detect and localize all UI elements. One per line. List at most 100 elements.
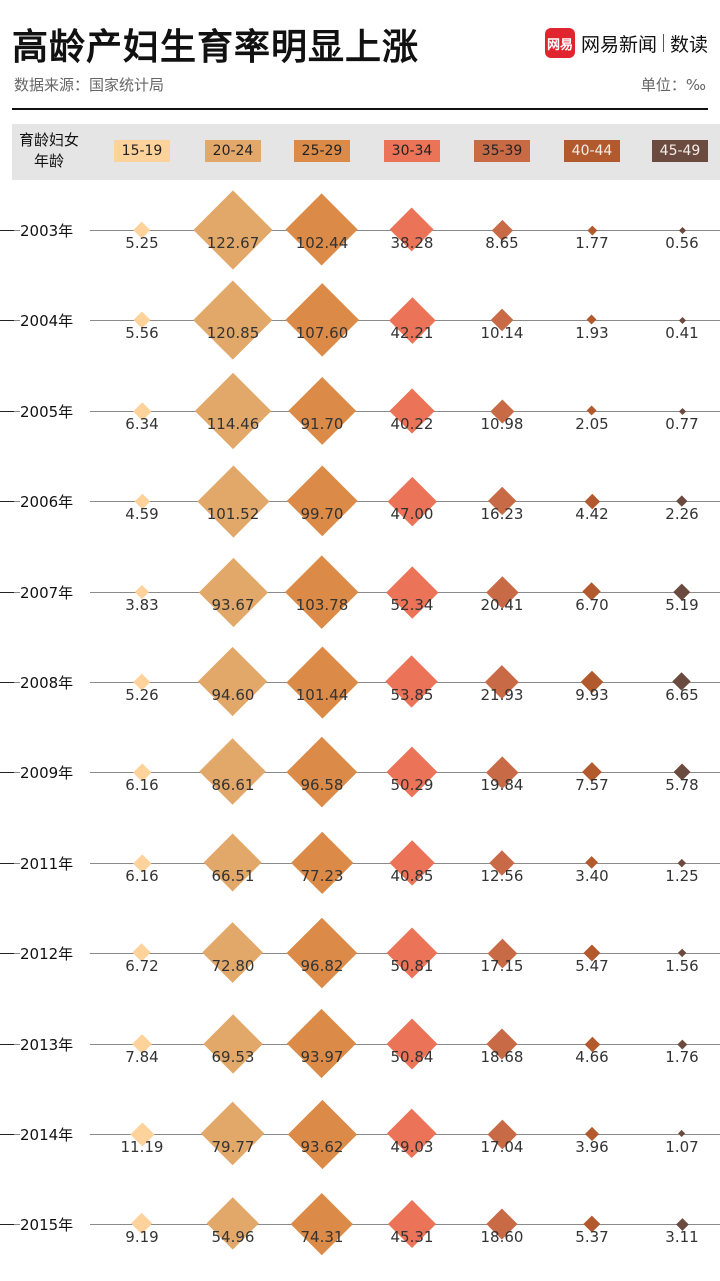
age-group-40-44: 40-44	[564, 140, 620, 162]
data-value-label: 40.22	[390, 415, 434, 433]
age-group-25-29: 25-29	[294, 140, 350, 162]
row-baseline	[0, 953, 720, 954]
page-title: 高龄产妇生育率明显上涨	[12, 27, 420, 68]
age-group-45-49: 45-49	[652, 140, 708, 162]
year-label: 2005年	[20, 401, 90, 422]
data-value-label: 93.97	[300, 1048, 344, 1066]
data-value-label: 4.42	[575, 505, 609, 523]
data-value-label: 40.85	[390, 867, 434, 885]
data-diamond	[284, 282, 360, 358]
data-value-label: 5.19	[665, 596, 699, 614]
data-value-label: 77.23	[300, 867, 344, 885]
data-value-label: 96.58	[300, 776, 344, 794]
category-header-label: 育龄妇女年龄	[18, 131, 79, 170]
row-baseline	[0, 1224, 720, 1225]
age-group-15-19: 15-19	[114, 140, 170, 162]
data-value-label: 6.16	[125, 867, 159, 885]
row-tick-mark	[0, 501, 14, 502]
year-label: 2003年	[20, 220, 90, 241]
unit-label: 单位：‰	[640, 76, 706, 94]
data-value-label: 4.66	[575, 1048, 609, 1066]
data-value-label: 1.56	[665, 957, 699, 975]
data-value-label: 5.47	[575, 957, 609, 975]
year-label: 2006年	[20, 491, 90, 512]
row-tick-mark	[0, 411, 14, 412]
row-baseline	[0, 772, 720, 773]
data-diamond	[678, 1130, 686, 1138]
data-value-label: 66.51	[211, 867, 255, 885]
data-value-label: 5.56	[125, 324, 159, 342]
data-value-label: 8.65	[485, 234, 519, 252]
data-value-label: 2.26	[665, 505, 699, 523]
data-value-label: 6.72	[125, 957, 159, 975]
data-value-label: 54.96	[211, 1228, 255, 1246]
data-value-label: 5.26	[125, 686, 159, 704]
data-value-label: 0.77	[665, 415, 699, 433]
brand-column-name: 数读	[669, 33, 708, 56]
netease-logo-icon: 网易	[544, 28, 575, 58]
data-value-label: 93.62	[300, 1138, 344, 1156]
data-value-label: 6.70	[575, 596, 609, 614]
data-value-label: 6.16	[125, 776, 159, 794]
data-value-label: 1.77	[575, 234, 609, 252]
data-value-label: 16.23	[480, 505, 524, 523]
data-diamond	[287, 376, 357, 446]
data-value-label: 3.96	[575, 1138, 609, 1156]
data-value-label: 42.21	[390, 324, 434, 342]
data-value-label: 120.85	[206, 324, 260, 342]
row-baseline	[0, 230, 720, 231]
data-value-label: 47.00	[390, 505, 434, 523]
year-label: 2007年	[20, 582, 90, 603]
data-value-label: 74.31	[300, 1228, 344, 1246]
data-value-label: 20.41	[480, 596, 524, 614]
row-tick-mark	[0, 1044, 14, 1045]
row-tick-mark	[0, 953, 14, 954]
data-value-label: 21.93	[480, 686, 524, 704]
data-diamond	[287, 1099, 357, 1169]
data-value-label: 99.70	[300, 505, 344, 523]
row-baseline	[0, 411, 720, 412]
year-label: 2012年	[20, 943, 90, 964]
data-value-label: 50.29	[390, 776, 434, 794]
data-value-label: 19.84	[480, 776, 524, 794]
data-value-label: 6.65	[665, 686, 699, 704]
data-value-label: 18.60	[480, 1228, 524, 1246]
brand-name: 网易新闻	[580, 33, 657, 56]
data-diamond	[285, 193, 359, 267]
row-tick-mark	[0, 863, 14, 864]
data-value-label: 91.70	[300, 415, 344, 433]
data-value-label: 3.40	[575, 867, 609, 885]
year-label: 2004年	[20, 310, 90, 331]
data-diamond	[286, 736, 358, 808]
data-value-label: 50.84	[390, 1048, 434, 1066]
row-baseline	[0, 682, 720, 683]
data-diamond	[201, 1102, 265, 1166]
row-tick-mark	[0, 320, 14, 321]
data-value-label: 17.04	[480, 1138, 524, 1156]
data-value-label: 5.25	[125, 234, 159, 252]
data-value-label: 3.11	[665, 1228, 699, 1246]
row-tick-mark	[0, 1224, 14, 1225]
data-value-label: 1.07	[665, 1138, 699, 1156]
year-label: 2015年	[20, 1214, 90, 1235]
data-diamond	[678, 859, 686, 867]
data-value-label: 10.14	[480, 324, 524, 342]
data-value-label: 7.84	[125, 1048, 159, 1066]
data-diamond	[678, 407, 686, 415]
year-label: 2011年	[20, 853, 90, 874]
data-value-label: 6.34	[125, 415, 159, 433]
row-tick-mark	[0, 230, 14, 231]
brand-divider	[662, 34, 664, 52]
row-tick-mark	[0, 592, 14, 593]
age-group-35-39: 35-39	[474, 140, 530, 162]
data-value-label: 96.82	[300, 957, 344, 975]
data-value-label: 10.98	[480, 415, 524, 433]
data-value-label: 3.83	[125, 596, 159, 614]
data-value-label: 102.44	[295, 234, 349, 252]
row-tick-mark	[0, 1134, 14, 1135]
data-value-label: 114.46	[206, 415, 260, 433]
data-value-label: 107.60	[295, 324, 349, 342]
data-value-label: 79.77	[211, 1138, 255, 1156]
row-baseline	[0, 1044, 720, 1045]
data-value-label: 53.85	[390, 686, 434, 704]
